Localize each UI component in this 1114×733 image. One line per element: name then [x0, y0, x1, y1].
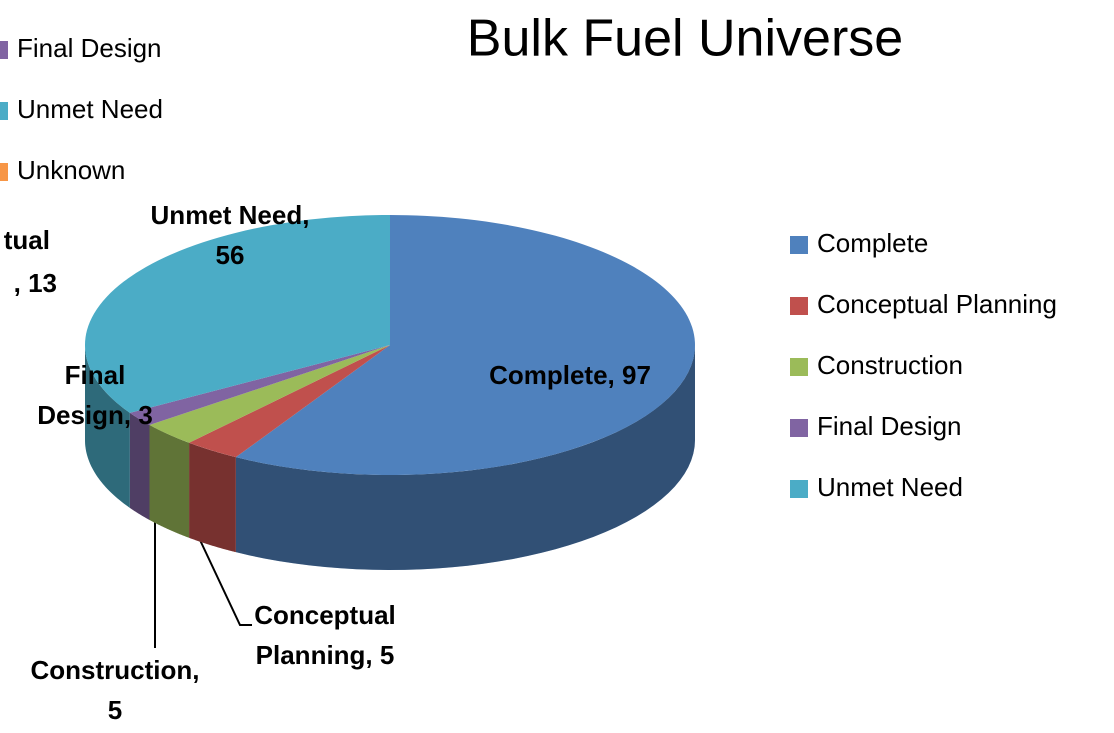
data-label: Final Design, 3 — [37, 360, 153, 430]
legend-swatch — [790, 480, 808, 498]
slice-side-shade — [235, 345, 695, 570]
legend-label: Unmet Need — [817, 472, 963, 502]
slice-side-shade — [85, 345, 130, 508]
overlay-label-fragment: tual — [4, 225, 50, 255]
data-label: Construction, 5 — [30, 655, 200, 725]
slice-side-shade — [149, 424, 190, 538]
legend-swatch — [790, 236, 808, 254]
chart-title: Bulk Fuel Universe — [467, 10, 903, 68]
slice — [235, 215, 695, 475]
legend-label: Conceptual Planning — [817, 289, 1057, 319]
slice-side — [129, 412, 150, 520]
slice-side — [235, 345, 695, 570]
overlay-legend-swatch — [0, 102, 8, 120]
slice — [189, 345, 390, 458]
legend-label: Construction — [817, 350, 963, 380]
slice-side — [149, 424, 190, 538]
legend-label: Complete — [817, 228, 928, 258]
slice — [149, 345, 390, 443]
overlay-legend-label: Final Design — [17, 33, 162, 63]
legend-swatch — [790, 419, 808, 437]
data-label: Unmet Need, 56 — [150, 200, 310, 270]
legend-swatch — [790, 358, 808, 376]
overlay-label-fragment: , 13 — [14, 268, 57, 298]
leader-line — [199, 539, 252, 626]
overlay-legend-label: Unknown — [17, 155, 125, 185]
overlay-legend-swatch — [0, 41, 8, 59]
data-label: Conceptual Planning, 5 — [254, 600, 396, 670]
slice — [129, 345, 390, 425]
slice — [85, 215, 391, 413]
slice-side-shade — [189, 442, 236, 553]
data-label: Complete, 97 — [489, 360, 651, 390]
overlay-legend-swatch — [0, 163, 8, 181]
slice-side — [85, 345, 130, 508]
legend-swatch — [790, 297, 808, 315]
overlay-legend-label: Unmet Need — [17, 94, 163, 124]
slice-side-shade — [129, 412, 150, 520]
legend-label: Final Design — [817, 411, 962, 441]
slice-side — [189, 442, 236, 553]
